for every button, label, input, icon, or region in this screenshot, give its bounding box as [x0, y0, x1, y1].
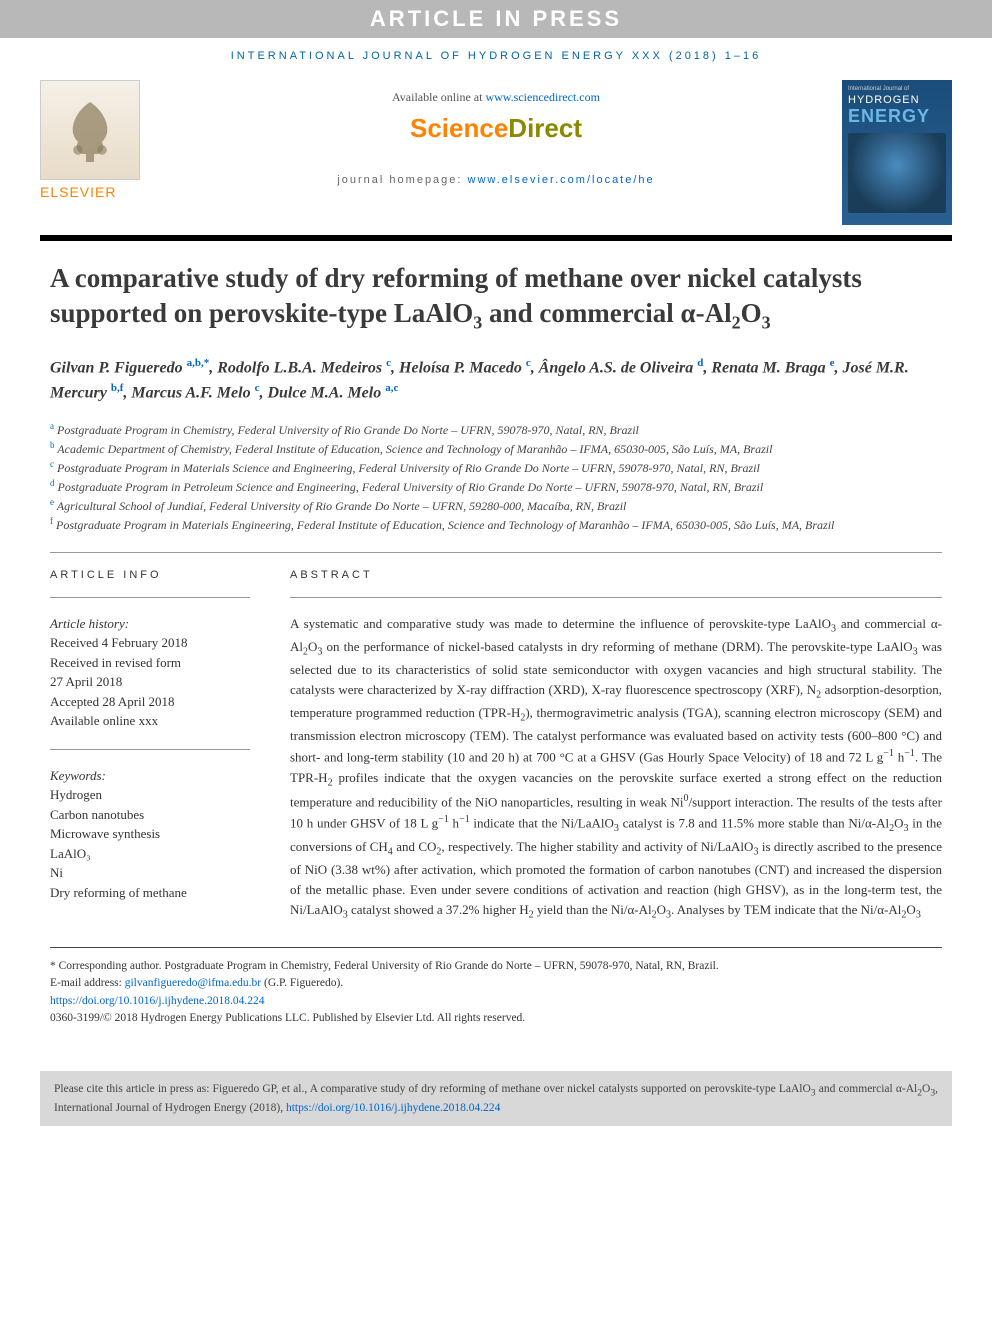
- email-suffix: (G.P. Figueredo).: [261, 977, 343, 989]
- footer-block: * Corresponding author. Postgraduate Pro…: [50, 958, 942, 1027]
- footer-divider: [50, 947, 942, 948]
- journal-reference: INTERNATIONAL JOURNAL OF HYDROGEN ENERGY…: [0, 38, 992, 70]
- history-line: Available online xxx: [50, 711, 250, 731]
- cover-top-text: International Journal of: [848, 86, 946, 92]
- affiliation-line: f Postgraduate Program in Materials Engi…: [50, 515, 942, 534]
- abstract-head: ABSTRACT: [290, 569, 942, 581]
- history-label: Article history:: [50, 614, 250, 634]
- elsevier-logo: ELSEVIER: [40, 80, 150, 200]
- journal-cover: International Journal of HYDROGEN ENERGY: [842, 80, 952, 225]
- elsevier-tree-icon: [40, 80, 140, 180]
- article-info-column: ARTICLE INFO Article history: Received 4…: [50, 569, 250, 924]
- sd-direct: Direct: [508, 113, 582, 143]
- cover-image: [848, 133, 946, 213]
- affiliation-line: c Postgraduate Program in Materials Scie…: [50, 458, 942, 477]
- email-line: E-mail address: gilvanfigueredo@ifma.edu…: [50, 975, 942, 992]
- sciencedirect-logo: ScienceDirect: [170, 113, 822, 144]
- affiliation-line: a Postgraduate Program in Chemistry, Fed…: [50, 420, 942, 439]
- abstract-column: ABSTRACT A systematic and comparative st…: [290, 569, 942, 924]
- header-center: Available online at www.sciencedirect.co…: [170, 80, 822, 186]
- homepage-line: journal homepage: www.elsevier.com/locat…: [170, 174, 822, 186]
- elsevier-text: ELSEVIER: [40, 184, 150, 200]
- homepage-prefix: journal homepage:: [337, 174, 467, 186]
- keywords-label: Keywords:: [50, 766, 250, 786]
- citation-box: Please cite this article in press as: Fi…: [40, 1071, 952, 1126]
- sciencedirect-link[interactable]: www.sciencedirect.com: [485, 90, 600, 104]
- article-history: Article history: Received 4 February 201…: [50, 614, 250, 731]
- keyword-line: Microwave synthesis: [50, 824, 250, 844]
- press-banner: ARTICLE IN PRESS: [0, 0, 992, 38]
- author-list: Gilvan P. Figueredo a,b,*, Rodolfo L.B.A…: [50, 355, 942, 406]
- keyword-line: Ni: [50, 863, 250, 883]
- history-line: Received 4 February 2018: [50, 633, 250, 653]
- keywords-block: Keywords: HydrogenCarbon nanotubesMicrow…: [50, 766, 250, 903]
- cover-hydrogen: HYDROGEN: [848, 94, 946, 106]
- affiliation-line: d Postgraduate Program in Petroleum Scie…: [50, 477, 942, 496]
- abstract-divider: [290, 597, 942, 598]
- keyword-line: LaAlO₃: [50, 844, 250, 864]
- affiliations: a Postgraduate Program in Chemistry, Fed…: [50, 420, 942, 534]
- keyword-line: Hydrogen: [50, 785, 250, 805]
- doi-link[interactable]: https://doi.org/10.1016/j.ijhydene.2018.…: [50, 995, 264, 1007]
- corresponding-author: * Corresponding author. Postgraduate Pro…: [50, 958, 942, 975]
- two-column-layout: ARTICLE INFO Article history: Received 4…: [50, 569, 942, 924]
- copyright-line: 0360-3199/© 2018 Hydrogen Energy Publica…: [50, 1010, 942, 1027]
- affiliation-line: b Academic Department of Chemistry, Fede…: [50, 439, 942, 458]
- homepage-link[interactable]: www.elsevier.com/locate/he: [468, 174, 655, 186]
- keyword-line: Carbon nanotubes: [50, 805, 250, 825]
- article-info-head: ARTICLE INFO: [50, 569, 250, 581]
- article-content: A comparative study of dry reforming of …: [0, 241, 992, 1057]
- keywords-divider: [50, 749, 250, 750]
- article-title: A comparative study of dry reforming of …: [50, 261, 942, 335]
- section-divider: [50, 552, 942, 553]
- history-line: Accepted 28 April 2018: [50, 692, 250, 712]
- email-label: E-mail address:: [50, 977, 125, 989]
- history-line: 27 April 2018: [50, 672, 250, 692]
- available-prefix: Available online at: [392, 90, 485, 104]
- email-link[interactable]: gilvanfigueredo@ifma.edu.br: [125, 977, 261, 989]
- header-row: ELSEVIER Available online at www.science…: [0, 70, 992, 225]
- sd-science: Science: [410, 113, 508, 143]
- cover-energy: ENERGY: [848, 106, 946, 127]
- available-online: Available online at www.sciencedirect.co…: [170, 90, 822, 105]
- keyword-line: Dry reforming of methane: [50, 883, 250, 903]
- info-divider: [50, 597, 250, 598]
- affiliation-line: e Agricultural School of Jundiaí, Federa…: [50, 496, 942, 515]
- history-line: Received in revised form: [50, 653, 250, 673]
- abstract-text: A systematic and comparative study was m…: [290, 614, 942, 924]
